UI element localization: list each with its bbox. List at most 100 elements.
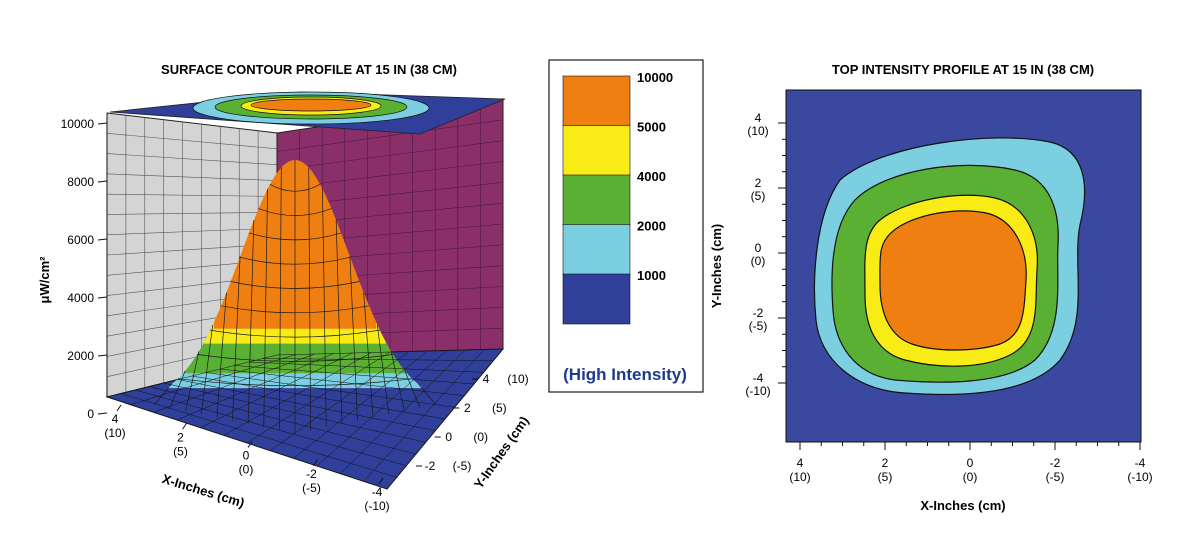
y-axis-label: Y-Inches (cm) [471,413,532,491]
hm-y-tick-label-cm: (0) [751,254,766,268]
contour-10000 [879,210,1027,351]
surface-meshline [169,370,186,408]
x-tick-label-cm: (10) [104,426,125,440]
hm-y-tick-label: 2 [755,176,762,190]
surface-meshline [232,256,241,421]
hm-y-tick-label: -4 [753,371,764,385]
x-tick-mark [378,477,384,485]
floor-meshline [163,382,426,443]
surface-meshline [258,208,332,216]
legend-value-10000: 10000 [637,70,673,85]
legend-value-4000: 4000 [637,169,666,184]
hm-x-tick-label-cm: (-10) [1127,470,1152,484]
y-tick-label: 2 [464,401,471,415]
surface-meshline [322,188,327,427]
hm-x-tick-label: 4 [797,456,804,470]
surface-chart-title: SURFACE CONTOUR PROFILE AT 15 IN (38 CM) [161,62,457,77]
hm-x-tick-label: -2 [1050,456,1061,470]
x-axis: 4(10) 2(5) 0(0) -2(-5) -4(-10) [104,404,390,513]
surface-meshline [154,383,172,405]
legend-swatch-4000 [562,174,631,226]
floor-meshline [135,389,407,466]
surface-meshline [177,378,413,387]
z-tick-mark [97,354,108,357]
surface-meshline [200,325,214,415]
legend-swatch-5000 [562,125,631,176]
z-tick-label: 8000 [67,175,94,189]
intensity-y-label: Y-Inches (cm) [709,224,724,309]
x-axis-label: X-Inches (cm) [160,471,246,510]
floor-meshline [149,386,417,455]
x-tick-mark [247,441,253,448]
z-tick-mark [97,296,108,299]
left-wall-gridline [106,227,278,236]
surface-meshline [376,325,390,415]
intensity-chart: TOP INTENSITY PROFILE AT 15 IN (38 CM) 4… [709,62,1153,513]
y-tick-label: 4 [483,372,490,386]
surface-meshline [418,383,436,405]
x-tick-label: -2 [306,467,317,481]
hm-y-tick-label: 4 [755,111,762,125]
hm-y-tick-label: 0 [755,241,762,255]
legend-items: 10000 5000 4000 2000 1000 [562,70,673,325]
y-axis: 4 (10) 2 (5) 0 (0) -2 (-5) [416,372,529,473]
hm-x-tick-label-cm: (-5) [1046,470,1065,484]
intensity-x-label: X-Inches (cm) [920,498,1005,513]
surface-meshline [221,305,369,314]
intensity-ticks: 4(10)2(5)0(0)-2(-5)-4(-10)4(10)2(5)0(0)-… [745,111,1152,484]
floor-meshline [206,372,455,408]
floor-meshline [177,379,436,431]
legend-swatch-2000 [562,224,631,275]
left-wall-gridline [106,153,278,166]
x-tick-label-cm: (5) [173,444,188,458]
hm-y-tick-label: -2 [753,306,764,320]
surface-meshline [263,188,268,427]
legend-swatch-10000 [562,75,631,127]
z-tick-mark [97,180,108,183]
right-wall-gridline [276,140,504,171]
surface-meshline [230,281,360,289]
x-tick-label-cm: (0) [239,463,254,477]
legend: 10000 5000 4000 2000 1000 (High Intensity) [548,59,704,393]
floor-meshline [191,375,446,420]
hm-x-tick-label-cm: (10) [789,470,810,484]
hm-y-tick-label-cm: (-10) [745,384,770,398]
surface-meshline [239,256,351,265]
legend-note: (High Intensity) [563,365,687,384]
x-tick-mark [116,404,122,412]
surface-meshline [185,351,200,411]
z-tick-label: 6000 [67,233,94,247]
floor-meshline [106,396,388,490]
hm-y-tick-label-cm: (-5) [749,319,768,333]
surface-meshline [390,351,405,411]
intensity-chart-title: TOP INTENSITY PROFILE AT 15 IN (38 CM) [832,62,1094,77]
hm-x-tick-label: -4 [1135,456,1146,470]
hm-x-tick-label-cm: (5) [878,470,893,484]
y-tick-label-cm: (-5) [453,459,472,473]
z-axis-label: μW/cm² [37,256,52,304]
surface-meshline [248,232,342,241]
surface-meshline [404,370,421,408]
x-tick-mark [313,459,318,467]
z-tick-mark [97,238,108,241]
surface-mesh [106,160,504,490]
surface-meshline [363,292,374,418]
floor-meshline [234,365,475,385]
x-tick-label: -4 [372,485,383,499]
y-tick-label-cm: (0) [473,430,488,444]
surface-chart: SURFACE CONTOUR PROFILE AT 15 IN (38 CM)… [37,62,532,513]
legend-value-1000: 1000 [637,268,666,283]
x-tick-label-cm: (-5) [302,481,321,495]
z-tick-label: 10000 [61,117,95,131]
hm-x-tick-label: 2 [882,456,889,470]
legend-value-2000: 2000 [637,219,666,234]
left-wall-gridline [106,211,278,215]
y-tick-label: -2 [425,459,436,473]
surface-meshline [308,167,311,430]
top-plane-band-10000 [250,98,372,112]
left-wall-gridline [106,132,278,150]
surface-meshline [210,329,380,338]
x-tick-label: 2 [177,430,184,444]
hm-y-tick-label-cm: (10) [747,124,768,138]
